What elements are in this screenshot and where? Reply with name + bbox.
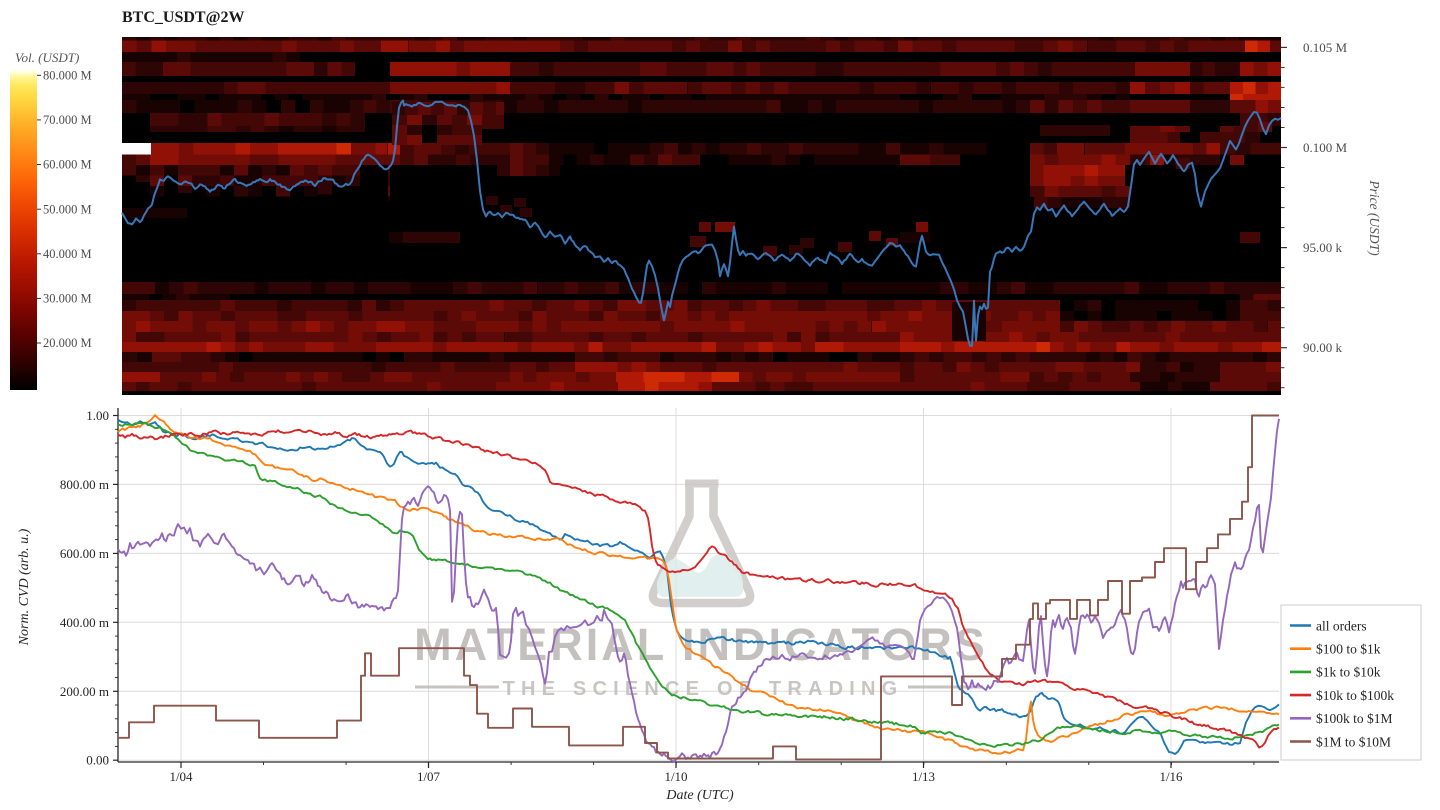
svg-text:0.100 M: 0.100 M [1303,140,1348,155]
svg-text:50.000 M: 50.000 M [43,202,92,216]
svg-text:BTC_USDT@2W: BTC_USDT@2W [122,9,244,26]
svg-text:80.000 M: 80.000 M [43,69,92,83]
svg-text:Norm. CVD (arb. u.): Norm. CVD (arb. u.) [17,528,32,646]
svg-text:1/07: 1/07 [417,769,441,784]
svg-text:1/13: 1/13 [912,769,935,784]
svg-text:60.000 M: 60.000 M [43,158,92,172]
svg-text:all orders: all orders [1316,618,1367,633]
svg-text:40.000 M: 40.000 M [43,247,92,261]
svg-text:400.00 m: 400.00 m [60,615,109,630]
svg-text:800.00 m: 800.00 m [60,477,109,492]
svg-text:Vol. (USDT): Vol. (USDT) [15,50,79,65]
svg-text:1/04: 1/04 [169,769,193,784]
svg-text:1/10: 1/10 [664,769,687,784]
svg-text:Date (UTC): Date (UTC) [665,788,734,803]
svg-text:MATERIAL INDICATORS: MATERIAL INDICATORS [414,619,988,670]
svg-text:70.000 M: 70.000 M [43,113,92,127]
svg-text:30.000 M: 30.000 M [43,292,92,306]
svg-text:THE SCIENCE OF TRADING: THE SCIENCE OF TRADING [503,678,904,700]
svg-text:$1k to $10k: $1k to $10k [1316,665,1381,680]
svg-text:0.00: 0.00 [86,753,109,768]
svg-text:$100k to $1M: $100k to $1M [1316,711,1393,726]
svg-text:Price (USDT): Price (USDT) [1367,179,1382,256]
svg-text:600.00 m: 600.00 m [60,546,109,561]
svg-text:95.00 k: 95.00 k [1303,240,1343,255]
svg-text:1.00: 1.00 [86,408,109,423]
svg-text:$1M to $10M: $1M to $10M [1316,734,1391,749]
svg-text:20.000 M: 20.000 M [43,336,92,350]
svg-text:200.00 m: 200.00 m [60,684,109,699]
svg-text:90.00 k: 90.00 k [1303,340,1343,355]
svg-text:$10k to $100k: $10k to $100k [1316,688,1394,703]
svg-text:1/16: 1/16 [1159,769,1183,784]
svg-text:0.105 M: 0.105 M [1303,40,1348,55]
svg-text:$100 to $1k: $100 to $1k [1316,642,1381,657]
